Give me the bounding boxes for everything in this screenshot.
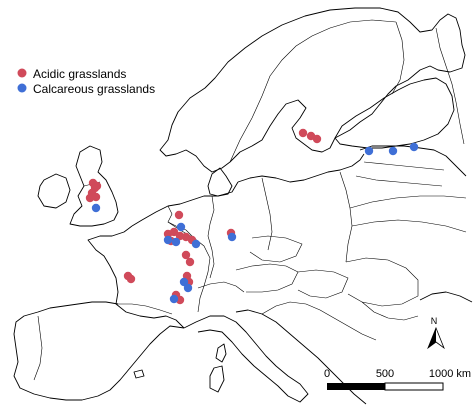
acidic-grassland-point xyxy=(298,128,308,138)
acidic-grassland-point xyxy=(174,210,184,220)
border-poland-east xyxy=(339,171,353,263)
border-estonia-latvia xyxy=(363,161,445,171)
scale-bar: 0 500 1000 km xyxy=(324,368,471,391)
calcareous-grassland-point xyxy=(227,232,237,242)
sample-points xyxy=(85,128,419,305)
border-romania xyxy=(345,257,419,307)
border-norway-sweden xyxy=(229,19,397,163)
calcareous-grassland-point xyxy=(169,294,179,304)
border-spain-portugal xyxy=(33,315,43,381)
border-hungary xyxy=(297,269,349,299)
italy-outline xyxy=(183,315,309,403)
border-belarus xyxy=(349,195,467,209)
calcareous-grassland-point xyxy=(191,239,201,249)
scale-tick-500: 500 xyxy=(376,368,394,380)
france-coast xyxy=(87,225,185,329)
border-finland-russia xyxy=(435,27,465,145)
baltic-coast xyxy=(359,145,467,177)
acidic-grassland-point xyxy=(169,227,179,237)
calcareous-grassland-point xyxy=(409,142,419,152)
iberia-outline xyxy=(13,301,185,401)
border-benelux xyxy=(167,205,195,239)
corsica xyxy=(215,343,227,363)
border-france-spain xyxy=(118,303,173,315)
border-latvia-lithuania xyxy=(355,175,443,187)
north-arrow-label: N xyxy=(431,316,438,326)
britain-outline xyxy=(69,145,119,227)
legend: Acidic grasslands Calcareous grasslands xyxy=(17,67,155,96)
acidic-grassland-point xyxy=(185,257,195,267)
scale-segment-black xyxy=(327,383,385,390)
border-bulgaria xyxy=(361,301,419,321)
sardinia xyxy=(209,365,225,393)
scale-tick-1000: 1000 km xyxy=(429,368,471,380)
border-germany-west xyxy=(207,195,215,279)
north-arrow: N xyxy=(427,316,445,350)
calcareous-grassland-point xyxy=(388,146,398,156)
denmark-outline xyxy=(207,167,233,197)
calcareous-grassland-point xyxy=(179,277,189,287)
legend-marker-acidic xyxy=(17,68,27,78)
scandinavia-outline xyxy=(159,7,466,173)
continent-coast xyxy=(131,181,239,227)
black-sea-coast xyxy=(419,291,473,303)
border-czech xyxy=(249,235,303,263)
calcareous-grassland-point xyxy=(171,237,181,247)
acidic-grassland-point xyxy=(312,134,322,144)
border-france-east xyxy=(167,221,211,313)
border-sweden-finland xyxy=(391,21,405,95)
acidic-grassland-point xyxy=(91,192,101,202)
calcareous-grassland-point xyxy=(364,146,374,156)
legend-marker-calcareous xyxy=(17,83,27,93)
calcareous-grassland-point xyxy=(91,203,101,213)
legend-label-acidic: Acidic grasslands xyxy=(33,67,126,81)
finland-outline xyxy=(334,77,455,149)
ireland-outline xyxy=(37,173,71,209)
scale-segment-white xyxy=(384,382,444,391)
acidic-grassland-point xyxy=(126,274,136,284)
scale-tick-0: 0 xyxy=(324,368,330,380)
border-germany-poland xyxy=(261,177,273,251)
acidic-grassland-point xyxy=(181,250,191,260)
legend-label-calcareous: Calcareous grasslands xyxy=(33,82,155,96)
baltic-south xyxy=(237,153,365,183)
balearic xyxy=(133,369,145,379)
border-balkans xyxy=(261,301,377,341)
border-switzerland xyxy=(197,281,245,293)
calcareous-grassland-point xyxy=(176,222,186,232)
calcareous-grassland-point xyxy=(163,235,173,245)
border-ukraine xyxy=(351,219,467,233)
border-austria xyxy=(235,263,299,293)
coastlines xyxy=(13,7,473,405)
acidic-grassland-point xyxy=(92,181,102,191)
calcareous-grassland-point xyxy=(183,283,193,293)
north-arrow-fill xyxy=(428,328,436,348)
